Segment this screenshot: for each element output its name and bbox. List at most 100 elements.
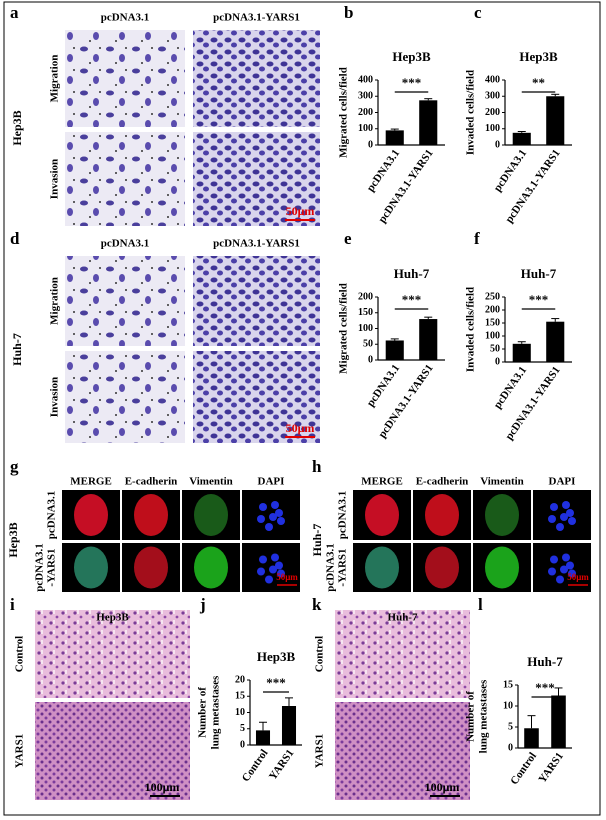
micrograph [193,256,320,346]
y-axis-label: Number of [465,691,477,742]
nucleus [259,555,267,564]
column-label: Vimentin [189,476,233,488]
column-label: pcDNA3.1 [101,12,150,24]
y-axis-label: Migrated cells/field [338,67,350,158]
chart-title: Hep3B [392,49,431,64]
micrograph [65,132,185,226]
chart-title: Huh-7 [521,266,557,281]
cell-signal [485,546,519,589]
y-tick-label: 0 [368,354,373,365]
cell-signal [485,494,519,536]
y-axis-label: lung metastases [478,679,490,753]
bar [524,728,539,748]
histology-image [35,610,190,698]
scale-bar-label: 100μm [425,780,460,794]
row-label: Migration [49,55,61,103]
x-tick-label: pcDNA3.1 [365,147,403,194]
y-tick-label: 100 [358,323,373,334]
row-label: pcDNA3.1 [337,491,349,540]
row-label: Control [14,636,26,672]
nucleus [275,509,283,517]
panel-letter: f [474,229,480,248]
y-axis-label: Number of [197,687,209,738]
bar [546,96,565,145]
nucleus [548,515,556,523]
nucleus [562,553,570,562]
bar [419,319,438,360]
scale-bar-label: 50μm [286,204,315,218]
histology-image [335,702,470,800]
image-title: Huh-7 [388,612,418,624]
panel-letter: i [10,595,15,614]
nucleus [257,567,265,576]
nucleus [269,565,277,574]
y-tick-label: 0 [495,356,500,367]
nucleus [556,575,564,584]
cell-line-label: Hep3B [6,522,20,557]
micrograph [193,351,320,443]
significance-label: *** [402,75,422,90]
y-tick-label: 400 [485,74,500,85]
scale-bar-label: 50μm [286,421,315,435]
column-label: Vimentin [480,476,524,488]
cell-signal [194,546,228,589]
nucleus [265,523,273,531]
y-tick-label: 0 [495,139,500,150]
x-tick-label: pcDNA3.1 [365,362,403,409]
x-tick-label: pcDNA3.1 [492,147,530,194]
nucleus [560,513,568,521]
bar [255,730,271,745]
cell-signal [134,546,168,589]
bar [385,340,404,360]
y-tick-label: 150 [358,307,373,318]
column-label: E-cadherin [125,476,178,488]
panel-letter: k [312,595,322,614]
cell-signal [194,494,228,536]
nucleus [556,523,564,531]
cell-line-label: Huh-7 [310,524,324,557]
nucleus [257,515,265,523]
nucleus [566,509,574,517]
y-tick-label: 100 [485,123,500,134]
y-tick-label: 300 [485,91,500,102]
nucleus [560,565,568,574]
cell-signal [365,546,399,589]
y-axis-label: Invaded cells/field [465,287,477,372]
panel-letter: b [344,3,353,22]
chart-title: Hep3B [257,649,296,664]
row-label: YARS1 [14,734,26,768]
cell-signal [425,494,459,536]
x-tick-label: YARS1 [267,747,297,782]
significance-label: *** [535,680,555,695]
chart-title: Huh-7 [394,266,430,281]
scale-bar-label: 50μm [276,572,298,582]
panel-letter: a [10,3,19,22]
y-tick-label: 150 [485,317,500,328]
row-label: YARS1 [314,734,326,768]
nucleus [562,501,570,509]
row-label: pcDNA3.1 [34,543,46,592]
cell-signal [365,494,399,536]
chart-title: Hep3B [519,49,558,64]
y-tick-label: 100 [485,330,500,341]
panel-letter: g [10,457,19,476]
column-label: MERGE [361,476,403,488]
nucleus [548,567,556,576]
nucleus [271,501,279,509]
y-tick-label: 15 [503,679,513,690]
y-axis-label: lung metastases [210,675,222,749]
column-label: DAPI [549,476,576,488]
row-label: Control [314,636,326,672]
row-label: pcDNA3.1 [46,491,58,540]
nucleus [259,503,267,511]
y-tick-label: 400 [358,74,373,85]
nucleus [275,561,283,570]
micrograph [193,30,320,127]
significance-label: *** [529,292,549,307]
micrograph [193,132,320,226]
y-tick-label: 200 [358,291,373,302]
nucleus [277,569,285,578]
row-label: -YARS1 [46,548,58,586]
significance-label: ** [532,75,545,90]
y-tick-label: 15 [235,691,245,702]
